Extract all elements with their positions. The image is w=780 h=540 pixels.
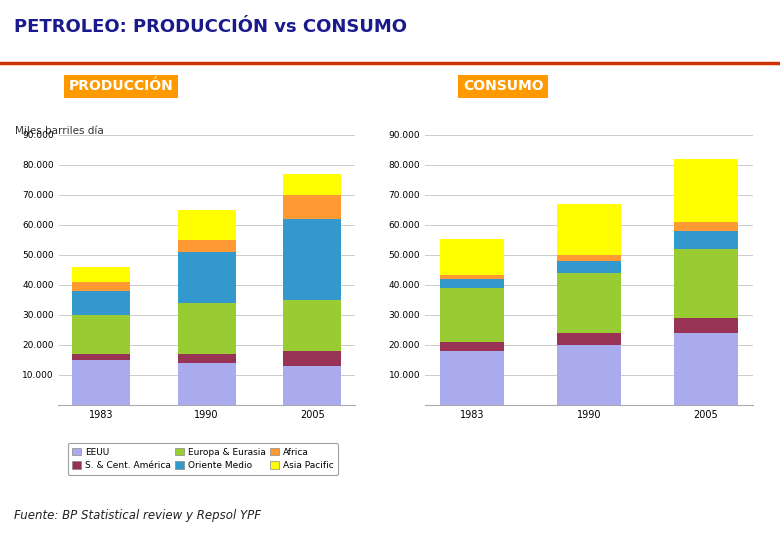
Bar [283,219,342,300]
Bar [557,273,621,333]
Text: PRODUCCIÓN: PRODUCCIÓN [69,79,173,93]
Legend: EEUU, S. & Cent. América, Europa & Eurasia, Oriente Medio, Africa, Asia Pacific: EEUU, S. & Cent. América, Europa & Euras… [68,443,338,475]
Bar [178,363,236,405]
Bar [674,222,738,231]
Bar [557,255,621,261]
Bar [72,282,130,291]
Text: CONSUMO: CONSUMO [463,79,544,93]
Bar [440,342,504,351]
Bar [72,360,130,405]
Bar [674,249,738,318]
Bar [557,333,621,345]
Text: Miles barriles día: Miles barriles día [15,126,104,136]
Bar [440,279,504,288]
Bar [440,274,504,279]
Bar [440,239,504,274]
Bar [283,366,342,405]
Bar [72,291,130,315]
Bar [178,210,236,240]
Text: PETROLEO: PRODUCCIÓN vs CONSUMO: PETROLEO: PRODUCCIÓN vs CONSUMO [14,17,407,36]
Bar [72,315,130,354]
Bar [283,195,342,219]
Bar [557,345,621,405]
Bar [283,300,342,351]
Bar [674,333,738,405]
Bar [557,261,621,273]
Bar [283,351,342,366]
Bar [178,240,236,252]
Bar [72,267,130,282]
Text: Fuente: BP Statistical review y Repsol YPF: Fuente: BP Statistical review y Repsol Y… [14,509,261,522]
Text: 7: 7 [750,518,760,532]
Bar [178,252,236,303]
Bar [178,303,236,354]
Bar [557,204,621,255]
Bar [674,159,738,222]
Bar [72,354,130,360]
Bar [440,288,504,342]
Bar [178,354,236,363]
Bar [283,174,342,195]
Bar [674,318,738,333]
Bar [674,231,738,249]
Bar [440,351,504,405]
